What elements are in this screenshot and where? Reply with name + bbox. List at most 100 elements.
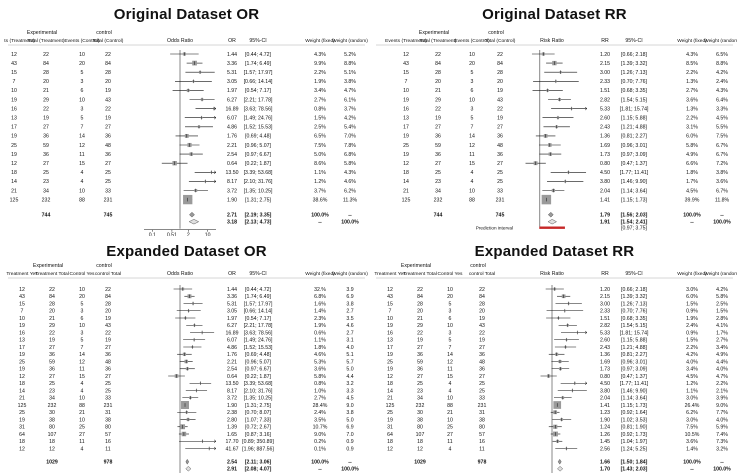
study-cell: 13 <box>11 116 17 122</box>
study-cell: 59 <box>417 359 423 365</box>
study-cell: 36 <box>49 367 55 373</box>
study-cell: 19 <box>19 367 25 373</box>
column-header-estimate: RR <box>601 38 609 44</box>
study-cell: 14 <box>469 134 475 140</box>
column-header: Total (Treatment) <box>27 38 64 44</box>
study-cell: 21 <box>19 396 25 402</box>
weight-fixed-label: 1.1% <box>314 170 326 176</box>
study-cell: 20 <box>43 79 49 85</box>
study-cell: 125 <box>18 403 27 409</box>
study-cell: 36 <box>105 134 111 140</box>
weight-random-label: 7.5% <box>716 134 728 140</box>
group-header-experimental: Experimental <box>419 30 449 36</box>
study-cell: 36 <box>497 134 503 140</box>
study-cell: 27 <box>447 432 453 438</box>
study-cell: 29 <box>417 323 423 329</box>
ci-label: [0.70; 7.76] <box>621 309 648 315</box>
study-cell: 10 <box>447 417 453 423</box>
column-header: Total (Treatment) <box>419 38 456 44</box>
weight-random-label: 4.0% <box>716 367 728 373</box>
estimate-label: 4.50 <box>600 381 610 387</box>
study-cell: 12 <box>417 446 423 452</box>
ci-label: [1.57; 17.97] <box>244 70 273 76</box>
estimate-label: 2.38 <box>227 410 237 416</box>
ci-label: [0.81; 1.90] <box>621 425 648 431</box>
study-cell: 13 <box>387 338 393 344</box>
study-cell: 17 <box>403 125 409 131</box>
study-cell: 19 <box>387 367 393 373</box>
study-cell: 231 <box>496 197 505 203</box>
study-cell: 48 <box>105 359 111 365</box>
weight-fixed-label: 2.2% <box>686 345 698 351</box>
study-cell: 36 <box>417 367 423 373</box>
weight-fixed-label: 0.8% <box>314 381 326 387</box>
study-cell: 21 <box>403 188 409 194</box>
fixed-ci: [1.50; 1.84] <box>621 460 648 466</box>
study-cell: 10 <box>79 188 85 194</box>
weight-fixed-label: 0.2% <box>314 439 326 445</box>
study-cell: 6 <box>81 88 84 94</box>
weight-random-label: 4.4 <box>346 374 353 380</box>
weight-fixed-label: 4.5% <box>686 188 698 194</box>
weight-fixed-label: 26.4% <box>685 403 700 409</box>
study-cell: 12 <box>79 359 85 365</box>
estimate-label: 8.17 <box>227 179 237 185</box>
study-cell: 84 <box>497 61 503 67</box>
study-cell: 25 <box>497 170 503 176</box>
fixed-weight: 100.0% <box>311 460 329 466</box>
study-cell: 22 <box>49 330 55 336</box>
weight-random-label: 2.4% <box>716 79 728 85</box>
estimate-label: 2.21 <box>227 359 237 365</box>
weight-random-label: 5.9% <box>716 425 728 431</box>
weight-random-label: 8.8% <box>716 61 728 67</box>
study-cell: 27 <box>79 432 85 438</box>
ci-label: [0.68; 3.35] <box>621 88 648 94</box>
ci-label: [0.96; 5.07] <box>245 143 272 149</box>
column-header-weight-fixed: Weight (fixed) <box>305 271 335 277</box>
study-cell: 43 <box>11 61 17 67</box>
estimate-label: 3.80 <box>600 388 610 394</box>
ci-label: [1.96; 887.56] <box>242 446 274 452</box>
study-cell: 11 <box>469 152 474 158</box>
estimate-label: 1.76 <box>227 134 237 140</box>
weight-fixed-label: 2.4% <box>686 323 698 329</box>
study-cell: 25 <box>435 170 441 176</box>
ci-label: [0.54; 7.17] <box>245 88 272 94</box>
ci-label: [0.97; 3.09] <box>621 152 648 158</box>
study-cell: 16 <box>479 439 485 445</box>
random-weight-fixed: -- <box>690 467 694 473</box>
estimate-label: 8.17 <box>227 388 237 394</box>
study-cell: 19 <box>19 323 25 329</box>
ci-label: [1.54; 5.15] <box>621 97 648 103</box>
estimate-label: 1.97 <box>227 88 237 94</box>
study-cell: 5 <box>471 70 474 76</box>
study-cell: 43 <box>403 61 409 67</box>
study-cell: 25 <box>43 170 49 176</box>
study-cell: 3 <box>449 330 452 336</box>
weight-fixed-label: 2.2% <box>314 70 326 76</box>
study-cell: 22 <box>43 106 49 112</box>
weight-random-label: 0.9 <box>346 439 353 445</box>
total-control: 745 <box>104 213 113 219</box>
study-cell: 18 <box>19 439 25 445</box>
prediction-interval-label: Prediction interval <box>476 226 513 231</box>
estimate-label: 0.64 <box>227 161 237 167</box>
study-cell: 19 <box>11 134 17 140</box>
weight-random-label: 4.7% <box>344 88 356 94</box>
ci-arrow <box>584 330 588 335</box>
estimate-label: 2.21 <box>227 143 237 149</box>
weight-fixed-label: 0.1% <box>314 446 326 452</box>
fixed-effect-diamond <box>547 212 554 218</box>
study-cell: 80 <box>49 425 55 431</box>
ci-label: [1.35; 10.25] <box>244 188 273 194</box>
estimate-label: 16.89 <box>226 106 239 112</box>
fixed-ci: [2.11; 3.06] <box>245 460 272 466</box>
total-treatment: 744 <box>434 213 443 219</box>
weight-random-label: 3.4% <box>716 345 728 351</box>
study-cell: 38 <box>105 417 111 423</box>
study-cell: 38 <box>417 417 423 423</box>
study-cell: 84 <box>417 294 423 300</box>
study-cell: 36 <box>105 352 111 358</box>
random-ci: [2.08; 4.07] <box>245 467 272 473</box>
ci-label: [3.39; 53.68] <box>244 170 273 176</box>
